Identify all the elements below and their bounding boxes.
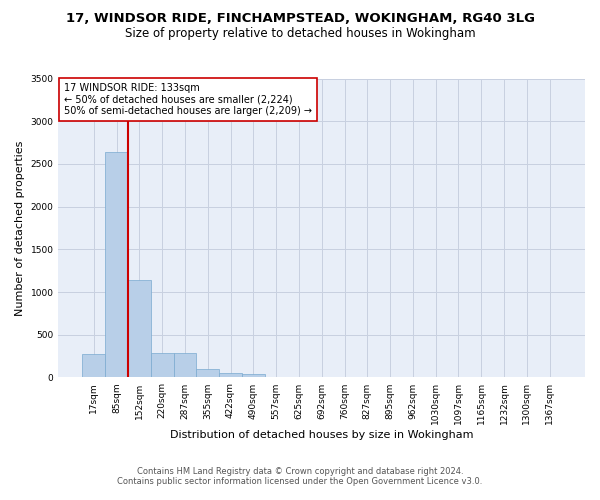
Text: Size of property relative to detached houses in Wokingham: Size of property relative to detached ho… xyxy=(125,28,475,40)
Text: 17 WINDSOR RIDE: 133sqm
← 50% of detached houses are smaller (2,224)
50% of semi: 17 WINDSOR RIDE: 133sqm ← 50% of detache… xyxy=(64,83,311,116)
Bar xyxy=(128,280,151,378)
Bar xyxy=(196,370,219,378)
Bar xyxy=(173,353,196,378)
Bar xyxy=(151,353,173,378)
Text: Contains HM Land Registry data © Crown copyright and database right 2024.: Contains HM Land Registry data © Crown c… xyxy=(137,467,463,476)
X-axis label: Distribution of detached houses by size in Wokingham: Distribution of detached houses by size … xyxy=(170,430,473,440)
Bar xyxy=(82,354,105,378)
Text: 17, WINDSOR RIDE, FINCHAMPSTEAD, WOKINGHAM, RG40 3LG: 17, WINDSOR RIDE, FINCHAMPSTEAD, WOKINGH… xyxy=(65,12,535,26)
Y-axis label: Number of detached properties: Number of detached properties xyxy=(15,140,25,316)
Bar xyxy=(242,374,265,378)
Bar xyxy=(105,152,128,378)
Bar xyxy=(219,373,242,378)
Text: Contains public sector information licensed under the Open Government Licence v3: Contains public sector information licen… xyxy=(118,477,482,486)
